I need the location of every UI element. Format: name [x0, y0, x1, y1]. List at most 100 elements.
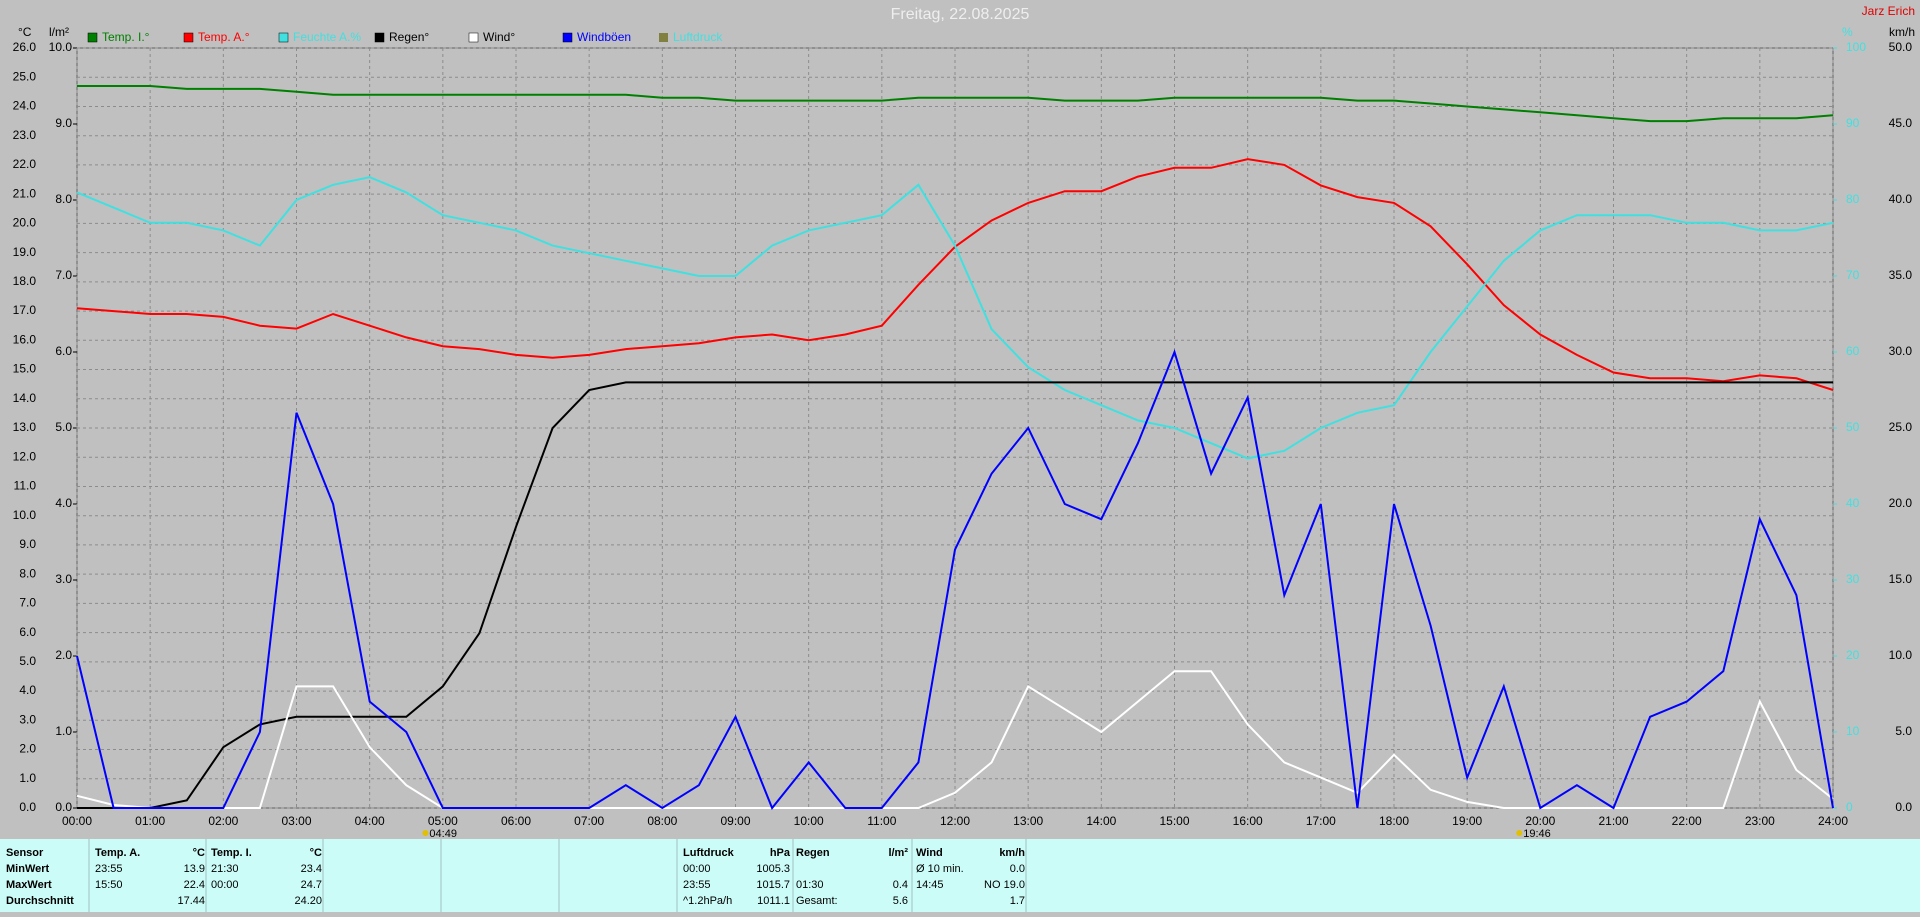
table-cell: 1015.7: [756, 879, 790, 891]
sun-marker: [1516, 830, 1523, 836]
y2-tick-label: 35.0: [1889, 268, 1913, 282]
y-tick-label: 2.0: [19, 742, 36, 756]
y4-tick-label: 0: [1846, 800, 1853, 814]
x-tick-label: 16:00: [1233, 814, 1263, 828]
y-tick-label: 5.0: [19, 654, 36, 668]
sun-marker: [422, 830, 429, 836]
y-tick-label: 9.0: [19, 537, 36, 551]
series-line: [76, 348, 1834, 810]
y4-tick-label: 80: [1846, 192, 1860, 206]
table-cell: 17.44: [177, 895, 205, 907]
y3-tick-label: 7.0: [55, 268, 72, 282]
y3-tick-label: 10.0: [49, 40, 73, 54]
y-tick-label: 18.0: [13, 274, 37, 288]
series-line: [77, 381, 1833, 809]
series-line: [76, 176, 1834, 460]
table-cell: 24.7: [301, 879, 322, 891]
y2-tick-label: 5.0: [1895, 724, 1912, 738]
table-background: [0, 839, 1920, 912]
y-tick-label: 14.0: [13, 391, 37, 405]
x-tick-label: 11:00: [867, 814, 896, 828]
x-tick-label: 15:00: [1159, 814, 1189, 828]
y4-tick-label: 70: [1846, 268, 1860, 282]
x-tick-label: 19:00: [1452, 814, 1482, 828]
table-cell: NO 19.0: [984, 879, 1025, 891]
y-tick-label: 0.0: [19, 800, 36, 814]
y2-tick-label: 50.0: [1889, 40, 1913, 54]
y3-tick-label: 2.0: [55, 648, 72, 662]
y-tick-label: 8.0: [19, 566, 36, 580]
table-cell: 1.7: [1010, 895, 1025, 907]
y-tick-label: 24.0: [13, 99, 37, 113]
x-tick-label: 12:00: [940, 814, 970, 828]
table-header: l/m²: [888, 847, 908, 859]
table-cell: Ø 10 min.: [916, 863, 964, 875]
table-header: °C: [193, 847, 205, 859]
legend-swatch: [183, 32, 194, 43]
table-header: °C: [310, 847, 322, 859]
y3-tick-label: 6.0: [55, 344, 72, 358]
x-tick-label: 07:00: [574, 814, 604, 828]
y-tick-label: 20.0: [13, 216, 37, 230]
legend-label: Windböen: [577, 30, 631, 44]
x-tick-label: 05:00: [428, 814, 458, 828]
x-tick-label: 18:00: [1379, 814, 1409, 828]
table-cell: 14:45: [916, 879, 944, 891]
legend-label: Temp. A.°: [198, 30, 250, 44]
y-tick-label: 10.0: [13, 508, 37, 522]
table-header: Temp. I.: [211, 847, 252, 859]
y4-tick-label: 50: [1846, 420, 1860, 434]
y2-tick-label: 10.0: [1889, 648, 1913, 662]
legend-swatch: [562, 32, 573, 43]
x-tick-label: 22:00: [1672, 814, 1702, 828]
legend-label: Regen°: [389, 30, 429, 44]
y2-tick-label: 25.0: [1889, 420, 1913, 434]
chart-title: Freitag, 22.08.2025: [891, 6, 1030, 23]
table-cell: 01:30: [796, 879, 824, 891]
y-tick-label: 13.0: [13, 420, 37, 434]
table-header: MaxWert: [6, 879, 52, 891]
y-tick-label: 25.0: [13, 69, 37, 83]
y3-tick-label: 1.0: [55, 724, 72, 738]
table-cell: 1005.3: [756, 863, 790, 875]
x-tick-label: 14:00: [1086, 814, 1116, 828]
x-tick-label: 17:00: [1306, 814, 1336, 828]
y3-tick-label: 9.0: [55, 116, 72, 130]
y-tick-label: 19.0: [13, 245, 37, 259]
annotation-label: 19:46: [1523, 828, 1551, 840]
y-tick-label: 7.0: [19, 596, 36, 610]
y-tick-label: 3.0: [19, 712, 36, 726]
y-tick-label: 15.0: [13, 362, 37, 376]
table-header: Sensor: [6, 847, 44, 859]
legend-label: Luftdruck: [673, 30, 723, 44]
legend-label: Temp. I.°: [102, 30, 150, 44]
x-tick-label: 01:00: [135, 814, 165, 828]
table-header: km/h: [999, 847, 1025, 859]
y2-tick-label: 40.0: [1889, 192, 1913, 206]
y2-tick-label: 0.0: [1895, 800, 1912, 814]
table-header: Durchschnitt: [6, 895, 74, 907]
y3-tick-label: 8.0: [55, 192, 72, 206]
table-cell: 00:00: [683, 863, 711, 875]
legend-swatch: [659, 33, 668, 42]
x-tick-label: 10:00: [794, 814, 824, 828]
table-cell: 23:55: [683, 879, 711, 891]
table-cell: 00:00: [211, 879, 239, 891]
table-cell: Gesamt:: [796, 895, 838, 907]
table-cell: 21:30: [211, 863, 239, 875]
y2-unit: km/h: [1889, 25, 1915, 39]
y4-tick-label: 30: [1846, 572, 1860, 586]
table-cell: 22.4: [184, 879, 205, 891]
annotation-label: 04:49: [429, 828, 457, 840]
x-tick-label: 03:00: [281, 814, 311, 828]
x-tick-label: 06:00: [501, 814, 531, 828]
table-header: hPa: [770, 847, 791, 859]
table-cell: ^1.2hPa/h: [683, 895, 732, 907]
x-tick-label: 23:00: [1745, 814, 1775, 828]
y-tick-label: 22.0: [13, 157, 37, 171]
table-cell: 23.4: [301, 863, 322, 875]
legend-label: Feuchte A.%: [293, 30, 361, 44]
y2-tick-label: 45.0: [1889, 116, 1913, 130]
